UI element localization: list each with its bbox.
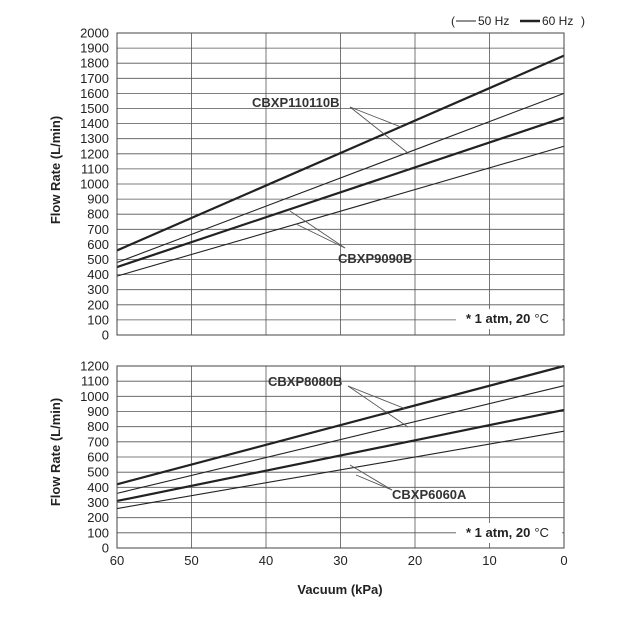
note-background: [456, 523, 562, 543]
bottom-chart: 0100200300400500600700800900100011001200…: [48, 359, 568, 598]
callout-leader: [349, 464, 393, 491]
series-line-cbxp9090b-60hz: [116, 116, 565, 269]
x-tick-label: 10: [482, 553, 496, 568]
y-tick-label: 1000: [80, 177, 109, 192]
y-tick-label: 600: [87, 450, 109, 465]
y-tick-label: 1500: [80, 101, 109, 116]
y-tick-label: 600: [87, 237, 109, 252]
x-tick-label: 50: [184, 553, 198, 568]
top-chart-note: * 1 atm, 20 °C: [466, 311, 549, 326]
x-tick-label: 40: [259, 553, 273, 568]
y-tick-label: 1000: [80, 389, 109, 404]
y-tick-label: 100: [87, 525, 109, 540]
y-tick-label: 1200: [80, 146, 109, 161]
y-tick-label: 800: [87, 419, 109, 434]
y-tick-label: 1100: [81, 374, 109, 389]
bottom-chart-note-box: * 1 atm, 20 °C: [456, 523, 562, 543]
note-background: [456, 309, 562, 329]
legend-50hz-label: 50 Hz: [478, 14, 509, 28]
bottom-chart-y-axis-label: Flow Rate (L/min): [48, 398, 63, 506]
legend: ( 50 Hz 60 Hz ): [451, 14, 585, 28]
y-tick-label: 1600: [80, 86, 109, 101]
callout-leader: [295, 223, 346, 249]
y-tick-label: 2000: [80, 26, 109, 41]
series-line-cbxp9090b-50hz: [116, 145, 565, 277]
y-tick-label: 1200: [80, 359, 109, 374]
y-tick-label: 1900: [80, 41, 109, 56]
y-tick-label: 800: [87, 207, 109, 222]
y-tick-label: 200: [87, 297, 109, 312]
bottom-chart-grid: [117, 366, 564, 548]
top-chart-annotations: CBXP110110B CBXP9090B: [252, 95, 412, 266]
callout-cbxp9090b: CBXP9090B: [338, 251, 412, 266]
y-tick-label: 300: [87, 282, 109, 297]
series-line-cbxp110110b-50hz: [116, 92, 565, 264]
top-chart-y-axis-label: Flow Rate (L/min): [48, 116, 63, 224]
y-tick-label: 700: [87, 222, 109, 237]
callout-leader: [355, 474, 393, 491]
top-chart-frame: [116, 32, 565, 336]
top-chart-series: [116, 54, 565, 277]
y-tick-label: 1300: [80, 131, 109, 146]
series-line-cbxp8080b-50hz: [116, 385, 565, 494]
y-tick-label: 300: [87, 495, 109, 510]
callout-leader: [347, 385, 409, 428]
bottom-chart-frame: [116, 365, 565, 549]
x-tick-label: 60: [110, 553, 124, 568]
y-tick-label: 1400: [80, 116, 109, 131]
top-chart: 0100200300400500600700800900100011001200…: [48, 26, 565, 343]
y-tick-label: 500: [87, 465, 109, 480]
y-tick-label: 1100: [81, 161, 109, 176]
callout-leader: [349, 106, 402, 128]
y-tick-label: 0: [102, 328, 109, 343]
series-line-cbxp6060a-50hz: [116, 430, 565, 510]
series-line-cbxp110110b-60hz: [116, 54, 565, 252]
bottom-chart-x-ticks: 60 50 40 30 20 10 0: [110, 553, 568, 568]
top-chart-grid: [117, 33, 564, 335]
y-tick-label: 400: [87, 480, 109, 495]
bottom-chart-note: * 1 atm, 20 °C: [466, 525, 549, 540]
y-tick-label: 700: [87, 434, 109, 449]
y-tick-label: 100: [87, 312, 109, 327]
y-tick-label: 500: [87, 252, 109, 267]
x-tick-label: 20: [408, 553, 422, 568]
y-tick-label: 400: [87, 267, 109, 282]
top-chart-y-ticks: 0100200300400500600700800900100011001200…: [80, 26, 109, 343]
callout-cbxp6060a: CBXP6060A: [392, 487, 467, 502]
legend-60hz-label: 60 Hz: [542, 14, 573, 28]
series-line-cbxp6060a-60hz: [116, 408, 565, 503]
callout-cbxp8080b: CBXP8080B: [268, 374, 342, 389]
y-tick-label: 200: [87, 510, 109, 525]
legend-close-paren: ): [581, 14, 585, 28]
callout-cbxp110110b: CBXP110110B: [252, 95, 339, 110]
y-tick-label: 1700: [80, 71, 109, 86]
bottom-chart-series: [116, 364, 565, 510]
y-tick-label: 900: [87, 404, 109, 419]
callout-leader: [349, 106, 409, 154]
bottom-chart-annotations: CBXP8080B CBXP6060A: [268, 374, 467, 502]
top-chart-note-box: * 1 atm, 20 °C: [456, 309, 562, 329]
x-tick-label: 30: [333, 553, 347, 568]
x-axis-label: Vacuum (kPa): [297, 582, 382, 597]
legend-open-paren: (: [451, 14, 455, 28]
y-tick-label: 0: [102, 541, 109, 556]
y-tick-label: 900: [87, 192, 109, 207]
callout-leader: [347, 385, 407, 410]
x-tick-label: 0: [560, 553, 567, 568]
callout-leader: [289, 210, 346, 249]
y-tick-label: 1800: [80, 56, 109, 71]
series-line-cbxp8080b-60hz: [116, 364, 565, 486]
